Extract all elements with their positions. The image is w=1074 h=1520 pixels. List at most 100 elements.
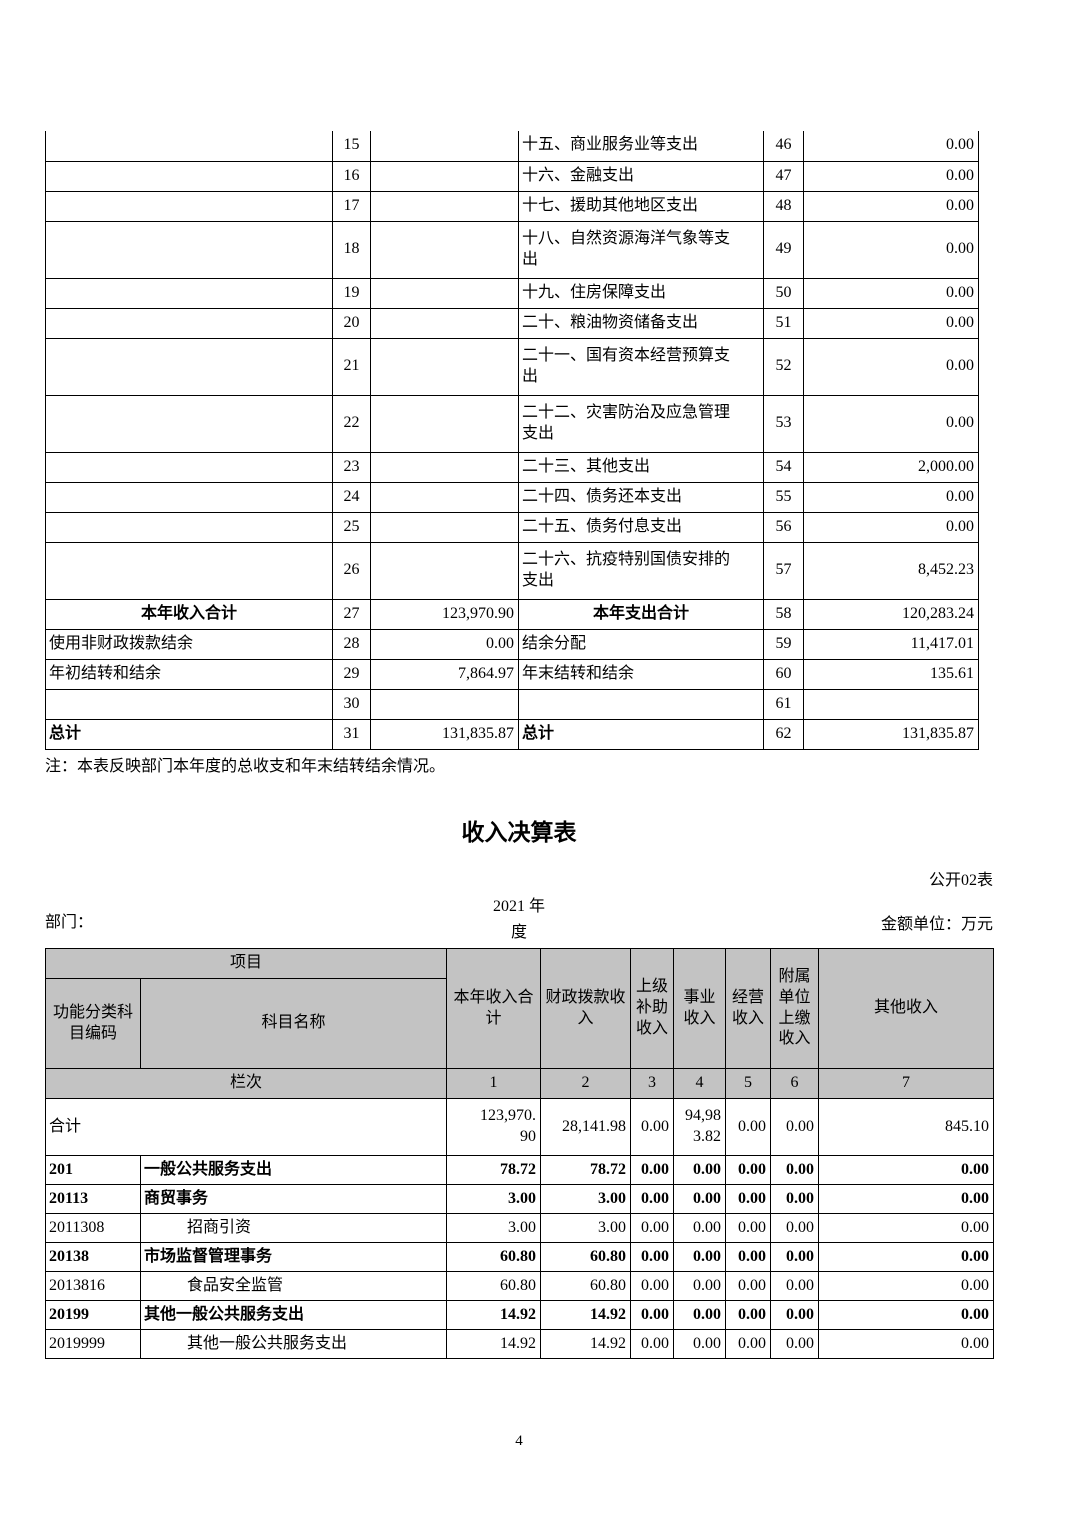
summary-right-line-no: 54 (763, 451, 804, 483)
summary-left-amount (370, 220, 519, 279)
summary-left-amount (370, 190, 519, 222)
income-row-value-4: 0.00 (673, 1213, 727, 1243)
summary-left-label (45, 131, 333, 162)
header-col-affiliated-units: 附属单位上缴收入 (770, 948, 820, 1069)
income-table-row: 2011308 招商引资 3.00 3.00 0.00 0.00 0.00 0.00 0.00 (45, 1213, 995, 1243)
summary-right-amount: 0.00 (803, 481, 979, 513)
income-row-value-4: 0.00 (673, 1242, 727, 1272)
summary-table-row: 19 十九、住房保障支出 50 0.00 (45, 277, 979, 309)
summary-left-line-no: 24 (332, 481, 371, 513)
income-row-code: 20138 (45, 1242, 141, 1272)
income-table-row: 20113 商贸事务 3.00 3.00 0.00 0.00 0.00 0.00 0.00 (45, 1184, 995, 1214)
income-row-name: 市场监督管理事务 (139, 1242, 448, 1272)
summary-table-row: 16 十六、金融支出 47 0.00 (45, 160, 979, 192)
summary-left-amount (370, 131, 519, 162)
header-col-no-4: 4 (673, 1068, 727, 1099)
summary-left-label (45, 481, 333, 513)
summary-right-amount: 135.61 (803, 658, 979, 690)
summary-left-line-no: 17 (332, 190, 371, 222)
summary-left-amount: 0.00 (370, 628, 519, 660)
summary-left-label: 使用非财政拨款结余 (45, 628, 333, 660)
summary-right-amount: 120,283.24 (803, 598, 979, 630)
summary-right-label: 二十三、其他支出 (518, 451, 764, 483)
income-row-value-5: 0.00 (725, 1329, 772, 1359)
summary-right-label: 结余分配 (518, 628, 764, 660)
summary-table-row: 年初结转和结余 29 7,864.97 年末结转和结余 60 135.61 (45, 658, 979, 690)
summary-left-line-no: 20 (332, 307, 371, 339)
income-row-value-6: 0.00 (770, 1300, 820, 1330)
summary-right-label: 二十一、国有资本经营预算支出 (518, 337, 764, 396)
summary-right-label: 二十、粮油物资储备支出 (518, 307, 764, 339)
summary-left-label (45, 688, 333, 720)
summary-left-line-no: 30 (332, 688, 371, 720)
income-row-value-5: 0.00 (725, 1213, 772, 1243)
summary-left-label (45, 277, 333, 309)
header-col-no-2: 2 (540, 1068, 632, 1099)
income-row-value-2: 60.80 (540, 1271, 632, 1301)
income-row-value-7: 0.00 (818, 1184, 995, 1214)
summary-right-line-no: 53 (763, 394, 804, 453)
income-row-value-5: 0.00 (725, 1242, 772, 1272)
income-row-code: 2013816 (45, 1271, 141, 1301)
summary-left-amount (370, 277, 519, 309)
summary-table-row: 18 十八、自然资源海洋气象等支出 49 0.00 (45, 220, 979, 279)
header-col-operating-income: 经营收入 (725, 948, 772, 1069)
summary-table-row: 15 十五、商业服务业等支出 46 0.00 (45, 131, 979, 162)
income-row-value-6: 0.00 (770, 1155, 820, 1185)
header-subject-name: 科目名称 (139, 978, 448, 1069)
summary-right-line-no: 58 (763, 598, 804, 630)
income-row-value-1: 3.00 (446, 1184, 542, 1214)
header-col-no-5: 5 (725, 1068, 772, 1099)
income-row-value-7: 0.00 (818, 1329, 995, 1359)
income-row-value-1: 14.92 (446, 1329, 542, 1359)
summary-left-label (45, 541, 333, 600)
summary-right-line-no: 47 (763, 160, 804, 192)
summary-right-amount: 11,417.01 (803, 628, 979, 660)
income-row-value-5: 0.00 (725, 1271, 772, 1301)
department-label: 部门： (45, 914, 94, 931)
summary-table-row: 本年收入合计 27 123,970.90 本年支出合计 58 120,283.24 (45, 598, 979, 630)
summary-right-label: 十七、援助其他地区支出 (518, 190, 764, 222)
income-row-name: 其他一般公共服务支出 (139, 1300, 448, 1330)
income-row-value-1: 60.80 (446, 1271, 542, 1301)
income-row-value-5: 0.00 (725, 1300, 772, 1330)
summary-left-line-no: 26 (332, 541, 371, 600)
income-row-value-7: 0.00 (818, 1213, 995, 1243)
page-number: 4 (515, 1433, 523, 1449)
income-row-value-6: 0.00 (770, 1271, 820, 1301)
summary-table-row: 22 二十二、灾害防治及应急管理支出 53 0.00 (45, 394, 979, 453)
summary-right-label: 二十五、债务付息支出 (518, 511, 764, 543)
income-row-code: 201 (45, 1155, 141, 1185)
summary-right-amount: 0.00 (803, 307, 979, 339)
header-col-fiscal-appropriation: 财政拨款收入 (540, 948, 632, 1069)
summary-left-line-no: 25 (332, 511, 371, 543)
summary-table-body: 15 十五、商业服务业等支出 46 0.00 16 十六、金融支出 47 0.00 17 十七、援… (45, 131, 979, 750)
summary-right-amount: 0.00 (803, 277, 979, 309)
summary-right-line-no: 49 (763, 220, 804, 279)
income-row-name: 招商引资 (139, 1213, 448, 1243)
summary-left-amount (370, 688, 519, 720)
fiscal-year-line2: 度 (510, 924, 527, 941)
summary-left-label (45, 307, 333, 339)
income-table-row: 20138 市场监督管理事务 60.80 60.80 0.00 0.00 0.00 0.00 0… (45, 1242, 995, 1272)
income-row-value-3: 0.00 (630, 1213, 675, 1243)
summary-left-amount (370, 307, 519, 339)
income-row-value-3: 0.00 (630, 1300, 675, 1330)
summary-right-line-no: 52 (763, 337, 804, 396)
summary-right-line-no: 57 (763, 541, 804, 600)
summary-left-line-no: 27 (332, 598, 371, 630)
summary-left-label (45, 160, 333, 192)
summary-table-row: 使用非财政拨款结余 28 0.00 结余分配 59 11,417.01 (45, 628, 979, 660)
summary-left-line-no: 28 (332, 628, 371, 660)
summary-right-amount: 0.00 (803, 160, 979, 192)
summary-right-label: 二十二、灾害防治及应急管理支出 (518, 394, 764, 453)
summary-right-label: 总计 (518, 718, 764, 750)
income-row-name: 其他一般公共服务支出 (139, 1329, 448, 1359)
income-table-row: 2019999 其他一般公共服务支出 14.92 14.92 0.00 0.00 0.00 0… (45, 1329, 995, 1359)
amount-unit-label: 金额单位：万元 (880, 916, 993, 933)
summary-left-amount (370, 541, 519, 600)
income-row-value-2: 28,141.98 (540, 1098, 632, 1156)
summary-right-line-no: 46 (763, 131, 804, 162)
summary-left-label (45, 451, 333, 483)
